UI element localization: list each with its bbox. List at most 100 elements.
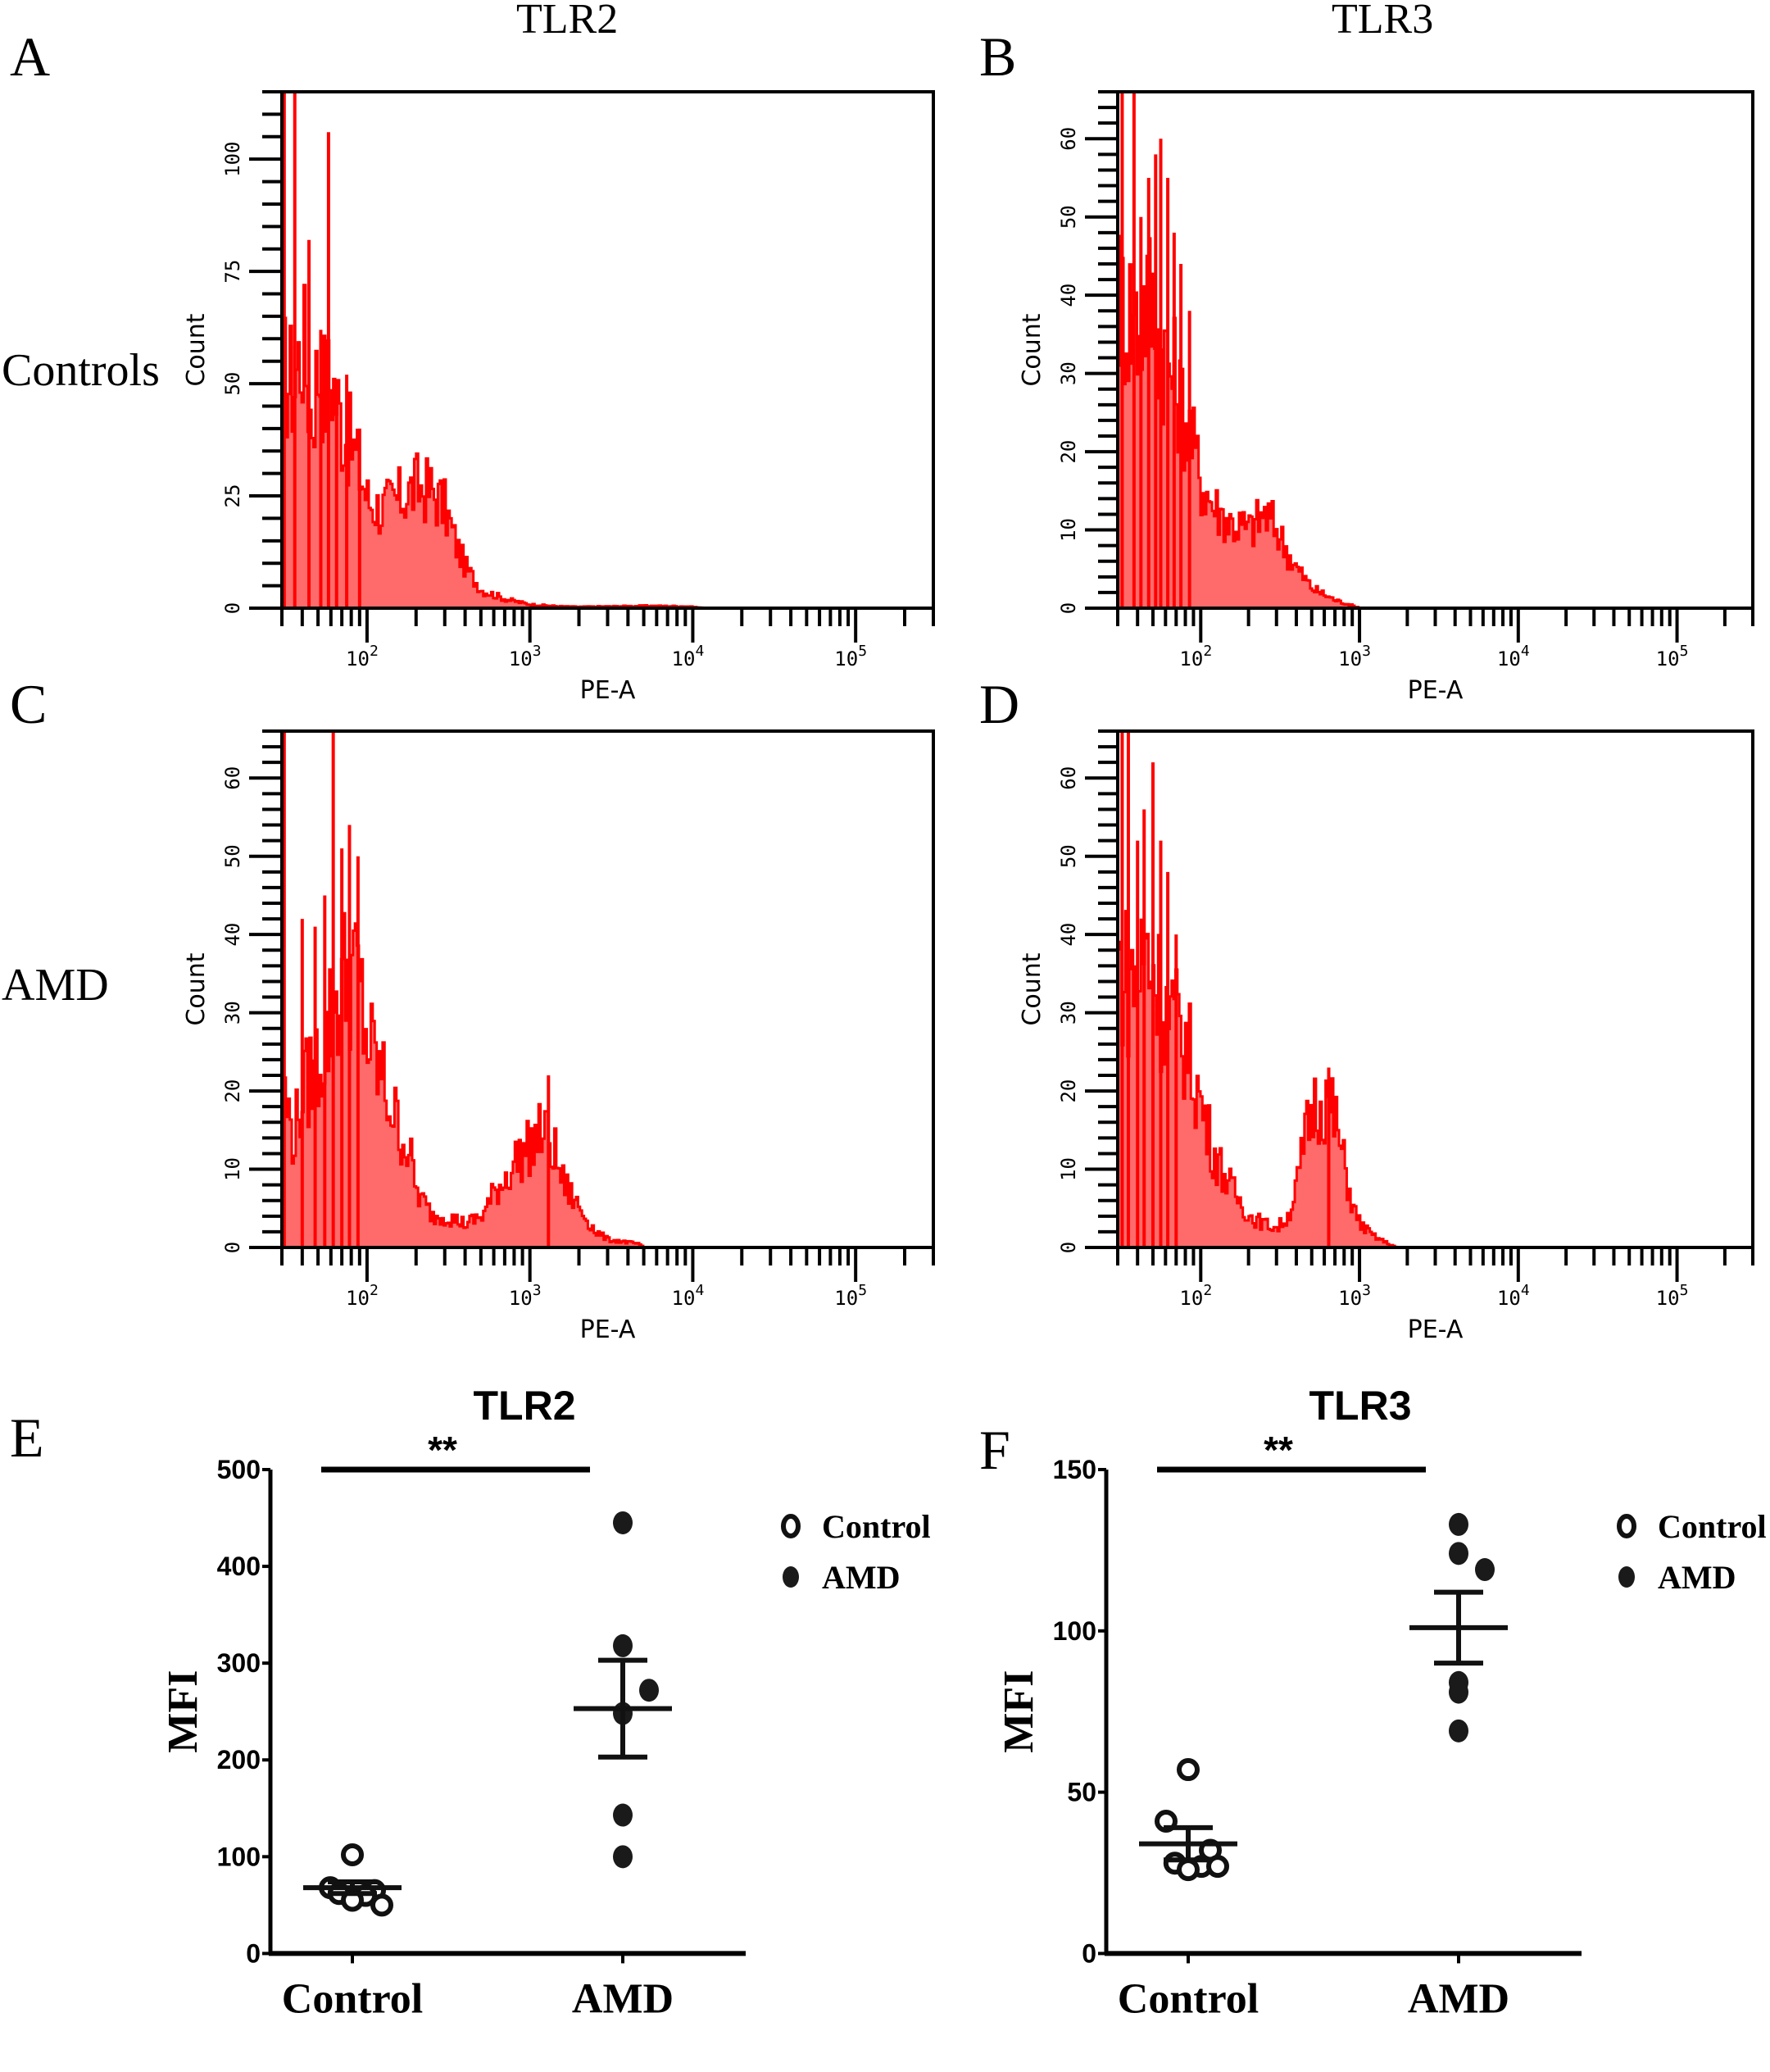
x-tick-label: 103 (509, 1282, 542, 1310)
y-tick-label: 40 (1057, 284, 1080, 307)
data-point-amd (1449, 1719, 1468, 1743)
y-tick-label: 20 (1057, 1079, 1080, 1103)
data-point-amd (613, 1803, 633, 1827)
y-tick-label: 10 (221, 1157, 244, 1181)
row-label-controls: Controls (2, 345, 160, 396)
y-tick-label: 100 (221, 141, 244, 176)
panel-letter-e: E (10, 1406, 44, 1469)
legend-label-amd: AMD (822, 1559, 901, 1596)
scatter-e-tlr2-mfi: TLR2 0 100 200 300 400 500 MFI Control AMD ** Contr… (164, 1383, 931, 2022)
y-tick-label: 30 (221, 1001, 244, 1025)
x-category-label: Control (282, 1975, 423, 2022)
significance-label: ** (1264, 1429, 1293, 1471)
y-axis-label: Count (1018, 952, 1046, 1025)
x-axis-label: PE-A (1408, 676, 1464, 705)
x-tick-label: 104 (1497, 1282, 1530, 1310)
y-axis-label: Count (182, 313, 211, 386)
panel-letter-d: D (979, 673, 1020, 735)
y-tick-label: 50 (1067, 1778, 1096, 1807)
histogram-area (280, 911, 933, 1249)
y-tick-label: 0 (1057, 602, 1080, 614)
y-tick-label: 400 (217, 1552, 261, 1581)
y-tick-label: 200 (217, 1745, 261, 1774)
y-tick-label: 10 (1057, 518, 1080, 542)
x-tick-label: 102 (1179, 643, 1212, 670)
legend-marker-amd (783, 1566, 799, 1588)
data-point-amd (1449, 1542, 1468, 1565)
x-axis-label: PE-A (1408, 1315, 1464, 1344)
column-title-tlr3: TLR3 (1332, 0, 1434, 43)
histogram-area (280, 284, 933, 610)
y-tick-label: 40 (221, 923, 244, 947)
y-tick-label: 25 (221, 484, 244, 508)
y-tick-label: 60 (221, 766, 244, 790)
scatter-f-tlr3-mfi: TLR3 0 50 100 150 MFI Control AMD ** Control AMD (1000, 1383, 1767, 2022)
panel-letter-b: B (979, 25, 1017, 88)
x-category-label: AMD (572, 1975, 674, 2022)
y-tick-label: 150 (1053, 1455, 1096, 1484)
y-tick-label: 75 (221, 260, 244, 284)
data-point-control (1206, 1855, 1229, 1879)
y-tick-label: 0 (246, 1938, 261, 1968)
x-tick-label: 103 (1338, 1282, 1371, 1310)
y-tick-label: 500 (217, 1455, 261, 1484)
x-tick-label: 105 (1656, 1282, 1689, 1310)
legend-marker-amd (1618, 1566, 1635, 1588)
x-tick-label: 105 (1656, 643, 1689, 670)
legend-marker-control (1617, 1514, 1636, 1538)
legend-label-control: Control (1658, 1508, 1767, 1545)
histogram-c-tlr2-amd: 0 10 20 30 40 50 60 Count 102 103 104 105 PE-A (182, 729, 935, 1344)
x-tick-label: 105 (834, 643, 867, 670)
x-tick-label: 105 (834, 1282, 867, 1310)
y-tick-label: 0 (1082, 1938, 1096, 1968)
data-point-control (370, 1893, 393, 1917)
y-tick-label: 60 (1057, 766, 1080, 790)
x-tick-label: 104 (672, 1282, 705, 1310)
y-tick-label: 50 (221, 844, 244, 868)
y-tick-label: 100 (1053, 1616, 1096, 1646)
panel-letter-c: C (10, 673, 48, 735)
histogram-d-tlr3-amd: 0 10 20 30 40 50 60 Count 102 103 104 105 PE-A (1018, 729, 1754, 1344)
y-tick-label: 40 (1057, 923, 1080, 947)
histogram-area (1116, 234, 1753, 610)
x-tick-label: 103 (509, 643, 542, 670)
y-axis-label: Count (182, 952, 211, 1025)
row-label-amd: AMD (2, 960, 109, 1011)
x-tick-label: 103 (1338, 643, 1371, 670)
data-point-control (1177, 1758, 1200, 1782)
data-point-control (341, 1843, 364, 1866)
histogram-b-tlr3-controls: 0 10 20 30 40 50 60 Count 102 103 104 105 PE-A (1018, 90, 1754, 705)
y-tick-label: 30 (1057, 361, 1080, 385)
y-tick-label: 50 (221, 372, 244, 396)
y-tick-label: 50 (1057, 205, 1080, 229)
y-axis-label: MFI (164, 1670, 206, 1753)
data-point-amd (639, 1679, 659, 1702)
x-tick-label: 102 (346, 643, 379, 670)
x-tick-label: 104 (672, 643, 705, 670)
x-tick-label: 102 (346, 1282, 379, 1310)
y-tick-label: 10 (1057, 1157, 1080, 1181)
x-category-label: Control (1118, 1975, 1259, 2022)
x-axis-label: PE-A (580, 1315, 636, 1344)
y-tick-label: 30 (1057, 1001, 1080, 1025)
legend-label-control: Control (822, 1508, 931, 1545)
chart-title: TLR3 (1309, 1383, 1412, 1429)
x-tick-label: 104 (1497, 643, 1530, 670)
y-tick-label: 100 (217, 1842, 261, 1871)
y-tick-label: 300 (217, 1648, 261, 1678)
x-axis-label: PE-A (580, 676, 636, 705)
data-point-amd (1475, 1558, 1495, 1582)
data-point-control (1177, 1858, 1200, 1882)
x-tick-label: 102 (1179, 1282, 1212, 1310)
y-axis-label: MFI (1000, 1670, 1042, 1753)
significance-label: ** (428, 1429, 457, 1471)
legend-label-amd: AMD (1658, 1559, 1736, 1596)
y-tick-label: 0 (221, 602, 244, 614)
data-point-amd (613, 1845, 633, 1869)
column-title-tlr2: TLR2 (516, 0, 619, 43)
panel-letter-f: F (979, 1419, 1010, 1481)
legend-marker-control (781, 1514, 801, 1538)
y-tick-label: 20 (1057, 440, 1080, 464)
y-tick-label: 50 (1057, 844, 1080, 868)
data-point-amd (1449, 1512, 1468, 1536)
